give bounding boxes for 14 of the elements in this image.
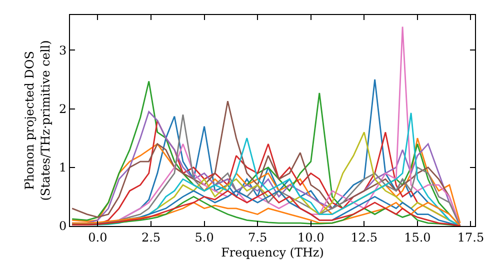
- x-tick-label: 15.0: [404, 230, 431, 244]
- x-tick-label: 0.0: [88, 230, 108, 244]
- x-tick-label: 10.0: [298, 230, 324, 244]
- y-tick-label: 3: [58, 43, 67, 58]
- y-tick-label: 0: [58, 219, 67, 234]
- y-tick-label: 2: [58, 102, 67, 116]
- x-tick-label: 17.5: [457, 230, 484, 244]
- x-tick-label: 7.5: [248, 230, 268, 244]
- x-tick-label: 12.5: [350, 230, 378, 244]
- x-tick-label: 5.0: [194, 230, 214, 244]
- y-tick-label: 1: [58, 160, 67, 175]
- y-axis-title: Phonon projected DOS (States/THz·primitive cell): [22, 40, 52, 201]
- x-axis-title: Frequency (THz): [221, 245, 324, 260]
- x-tick-label: 2.5: [141, 230, 161, 244]
